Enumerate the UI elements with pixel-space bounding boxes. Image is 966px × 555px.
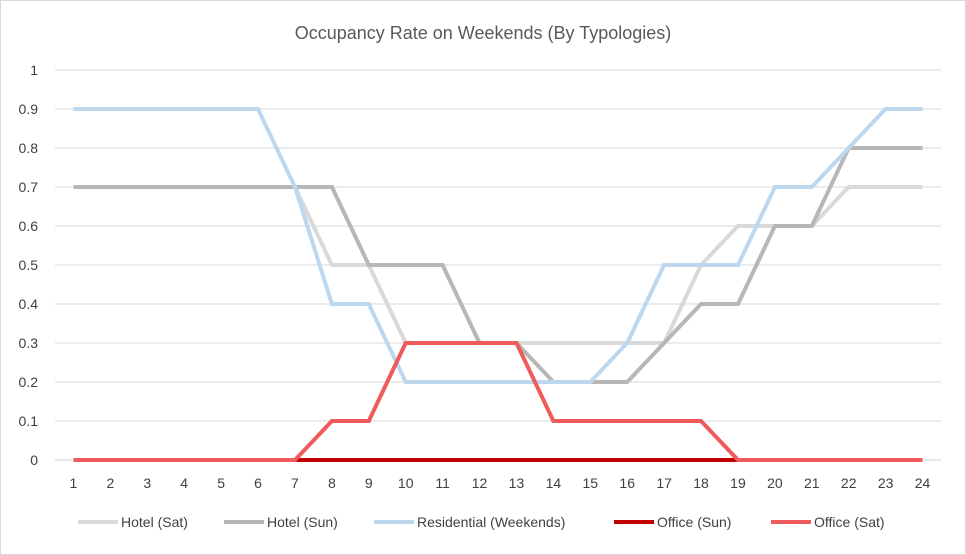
x-tick-label: 24: [915, 475, 931, 491]
y-tick-label: 0.1: [19, 413, 39, 429]
legend-label: Office (Sat): [814, 514, 885, 530]
y-tick-label: 0.2: [19, 374, 39, 390]
x-tick-label: 11: [435, 475, 450, 491]
x-tick-label: 18: [693, 475, 709, 491]
x-tick-label: 8: [328, 475, 336, 491]
legend-label: Hotel (Sun): [267, 514, 338, 530]
y-axis-ticks: 0 0.1 0.2 0.3 0.4 0.5 0.6 0.7 0.8 0.9 1: [19, 62, 39, 468]
y-tick-label: 0.3: [19, 335, 39, 351]
legend-label: Office (Sun): [657, 514, 731, 530]
y-tick-label: 0.8: [19, 140, 39, 156]
x-tick-label: 6: [254, 475, 262, 491]
y-tick-label: 0.7: [19, 179, 39, 195]
x-tick-label: 10: [398, 475, 414, 491]
x-tick-label: 7: [291, 475, 299, 491]
gridlines: [55, 69, 941, 461]
x-tick-label: 22: [841, 475, 857, 491]
series-lines: [73, 107, 923, 462]
legend-label: Residential (Weekends): [417, 514, 565, 530]
x-tick-label: 9: [365, 475, 373, 491]
x-tick-label: 1: [70, 475, 78, 491]
y-tick-label: 0.9: [19, 101, 39, 117]
x-tick-label: 12: [472, 475, 488, 491]
x-tick-label: 4: [180, 475, 188, 491]
y-tick-label: 0.4: [19, 296, 39, 312]
y-tick-label: 0.6: [19, 218, 39, 234]
x-tick-label: 19: [730, 475, 746, 491]
x-tick-label: 3: [143, 475, 151, 491]
x-axis-ticks: 1 2 3 4 5 6 7 8 9 10 11 12 13 14 15 16 17 18 19 20 21 22 23 24: [70, 475, 931, 491]
x-tick-label: 13: [509, 475, 525, 491]
x-tick-label: 15: [583, 475, 599, 491]
y-tick-label: 0.5: [19, 257, 39, 273]
x-tick-label: 16: [619, 475, 635, 491]
x-tick-label: 5: [217, 475, 225, 491]
x-tick-label: 20: [767, 475, 783, 491]
series-line: [73, 341, 923, 462]
legend-label: Hotel (Sat): [121, 514, 188, 530]
y-tick-label: 0: [30, 452, 38, 468]
chart-title: Occupancy Rate on Weekends (By Typologie…: [295, 23, 672, 43]
x-tick-label: 2: [106, 475, 114, 491]
series-line: [73, 107, 923, 384]
x-tick-label: 23: [878, 475, 894, 491]
x-tick-label: 21: [804, 475, 820, 491]
legend: Hotel (Sat) Hotel (Sun) Residential (Weeke…: [78, 514, 885, 530]
x-tick-label: 17: [656, 475, 672, 491]
y-tick-label: 1: [30, 62, 38, 78]
x-tick-label: 14: [546, 475, 562, 491]
